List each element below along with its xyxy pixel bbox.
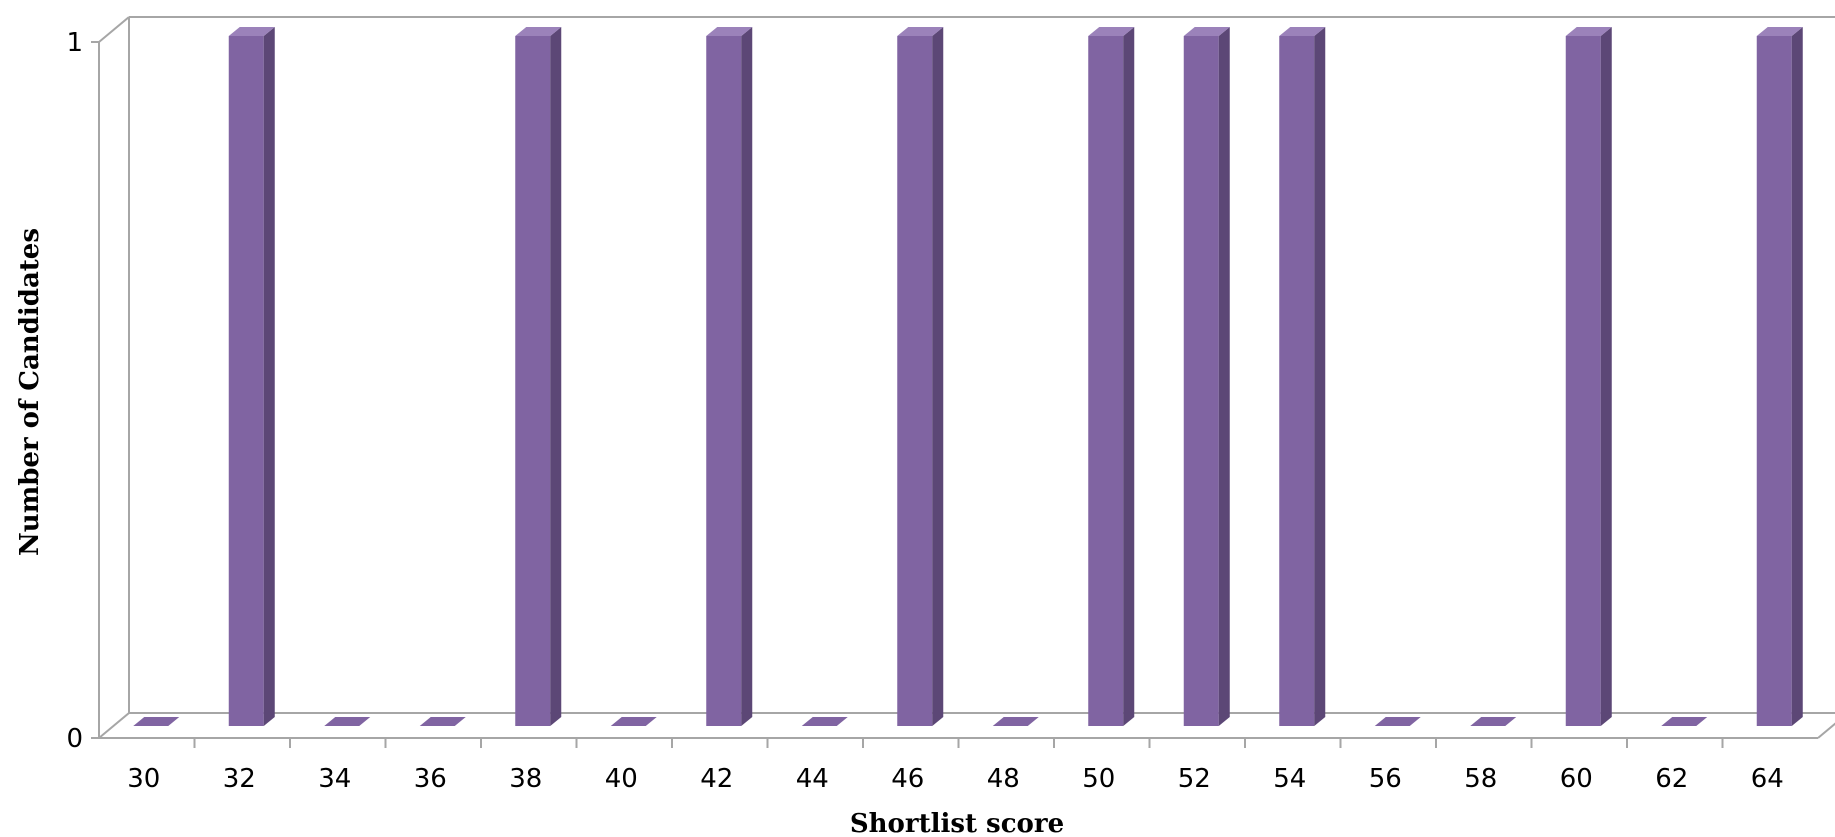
bar xyxy=(228,27,275,726)
y-tick-label: 1 xyxy=(66,28,83,58)
bar-side-face xyxy=(263,27,275,726)
bar-top-face xyxy=(515,27,562,36)
x-tick-label: 36 xyxy=(414,764,447,794)
bar xyxy=(419,717,466,726)
x-axis-title: Shortlist score xyxy=(850,809,1064,837)
bar-top-face xyxy=(706,27,753,36)
x-tick-label: 50 xyxy=(1082,764,1115,794)
bar-front-face xyxy=(515,36,551,726)
bar xyxy=(992,717,1039,726)
bar xyxy=(1565,27,1612,726)
bar-front-face xyxy=(706,36,742,726)
x-tick-label: 38 xyxy=(509,764,542,794)
bar-zero-top xyxy=(610,717,657,726)
x-tick-label: 58 xyxy=(1464,764,1497,794)
bar-zero-top xyxy=(133,717,180,726)
x-tick-label: 62 xyxy=(1655,764,1688,794)
bar-top-face xyxy=(1279,27,1326,36)
bar-front-face xyxy=(228,36,264,726)
bar-top-face xyxy=(1088,27,1135,36)
x-tick-label: 60 xyxy=(1560,764,1593,794)
bar xyxy=(1470,717,1517,726)
y-tick-labels: 01 xyxy=(66,28,83,754)
bar xyxy=(801,717,848,726)
bar-front-face xyxy=(1183,36,1219,726)
bar xyxy=(324,717,371,726)
bar xyxy=(897,27,944,726)
x-tick-label: 52 xyxy=(1178,764,1211,794)
bar-top-face xyxy=(1183,27,1230,36)
bar xyxy=(610,717,657,726)
bar xyxy=(515,27,562,726)
bar xyxy=(1279,27,1326,726)
bar-top-face xyxy=(1565,27,1612,36)
x-tick-label: 34 xyxy=(318,764,351,794)
bar-zero-top xyxy=(1374,717,1421,726)
floor-right-depth-edge xyxy=(1817,722,1835,739)
bar-front-face xyxy=(1565,36,1601,726)
bar-side-face xyxy=(1600,27,1612,726)
bar-zero-top xyxy=(419,717,466,726)
plot-frame xyxy=(91,16,1835,748)
x-tick-label: 44 xyxy=(796,764,829,794)
bar xyxy=(1183,27,1230,726)
bar-top-face xyxy=(228,27,275,36)
bar-side-face xyxy=(550,27,562,726)
y-tick-label: 0 xyxy=(66,724,83,754)
bar-side-face xyxy=(1218,27,1230,726)
x-tick-label: 42 xyxy=(700,764,733,794)
bar-front-face xyxy=(1088,36,1124,726)
x-tick-label: 56 xyxy=(1369,764,1402,794)
bar-zero-top xyxy=(1661,717,1708,726)
bar-top-face xyxy=(1756,27,1803,36)
bar-zero-top xyxy=(324,717,371,726)
bar xyxy=(1661,717,1708,726)
bar-top-face xyxy=(897,27,944,36)
x-tick-label: 32 xyxy=(223,764,256,794)
x-tick-label: 54 xyxy=(1273,764,1306,794)
x-tick-label: 48 xyxy=(987,764,1020,794)
bars-group xyxy=(133,27,1803,726)
bar-side-face xyxy=(741,27,753,726)
bar-zero-top xyxy=(801,717,848,726)
x-tick-label: 30 xyxy=(127,764,160,794)
x-tick-label: 64 xyxy=(1751,764,1784,794)
bar-side-face xyxy=(1123,27,1135,726)
bar xyxy=(1088,27,1135,726)
x-tick-label: 46 xyxy=(891,764,924,794)
bar xyxy=(1374,717,1421,726)
bar-front-face xyxy=(1279,36,1315,726)
bar xyxy=(133,717,180,726)
bar-side-face xyxy=(1791,27,1803,726)
bar-front-face xyxy=(1756,36,1792,726)
bar-zero-top xyxy=(1470,717,1517,726)
bar-side-face xyxy=(1314,27,1326,726)
x-tick-label: 40 xyxy=(605,764,638,794)
x-tick-labels: 30 32 34 36 38 40 42 44 46 48 50 52 54 56 58 60 62 64 xyxy=(127,764,1784,794)
y-axis-title: Number of Candidates xyxy=(15,228,45,556)
bar-side-face xyxy=(932,27,944,726)
bar-front-face xyxy=(897,36,933,726)
bar-zero-top xyxy=(992,717,1039,726)
bar xyxy=(706,27,753,726)
top-left-depth-edge xyxy=(98,16,130,43)
floor-left-depth-edge xyxy=(98,712,130,739)
bar xyxy=(1756,27,1803,726)
